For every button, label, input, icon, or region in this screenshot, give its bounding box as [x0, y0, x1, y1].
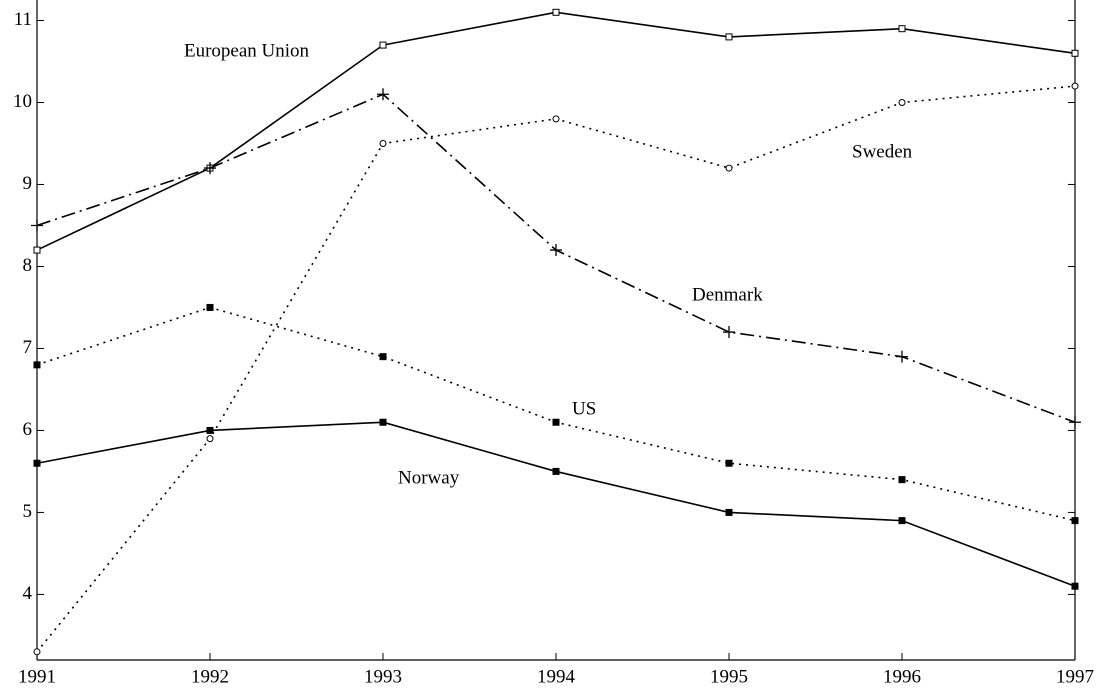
series-line: [36, 421, 1076, 587]
marker: [379, 418, 387, 426]
marker: [377, 88, 389, 101]
marker: [1071, 82, 1079, 90]
marker: [31, 219, 43, 232]
marker: [33, 648, 41, 656]
marker: [898, 476, 906, 484]
marker: [723, 326, 735, 339]
y-tick-label: 9: [23, 173, 33, 194]
x-tick-label: 1992: [191, 666, 229, 687]
marker: [550, 244, 562, 257]
y-tick-label: 10: [13, 91, 32, 112]
marker: [1071, 517, 1079, 525]
series-line: [36, 93, 1076, 423]
x-tick-label: 1996: [883, 666, 921, 687]
y-tick-label: 4: [23, 583, 33, 604]
marker: [33, 459, 41, 467]
marker: [204, 162, 216, 175]
marker: [379, 353, 387, 361]
marker: [206, 426, 214, 434]
marker: [1071, 582, 1079, 590]
x-tick-label: 1997: [1056, 666, 1094, 687]
marker: [725, 459, 733, 467]
x-tick-label: 1993: [364, 666, 402, 687]
marker: [898, 25, 906, 33]
marker: [1069, 416, 1081, 429]
marker: [552, 418, 560, 426]
marker: [552, 8, 560, 16]
marker: [898, 98, 906, 106]
marker: [33, 361, 41, 369]
series-label: Sweden: [852, 141, 913, 162]
x-tick-label: 1994: [537, 666, 576, 687]
marker: [725, 164, 733, 172]
marker: [725, 508, 733, 516]
marker: [552, 467, 560, 475]
x-tick-label: 1995: [710, 666, 748, 687]
series-line: [36, 306, 1076, 522]
y-tick-label: 11: [14, 9, 32, 30]
axis-frame: [36, 0, 1076, 661]
marker: [898, 517, 906, 525]
y-tick-label: 7: [23, 337, 33, 358]
marker: [206, 303, 214, 311]
marker: [379, 139, 387, 147]
marker: [379, 41, 387, 49]
x-tick-label: 1991: [18, 666, 56, 687]
y-tick-label: 6: [23, 419, 33, 440]
marker: [33, 246, 41, 254]
y-tick-label: 5: [23, 501, 33, 522]
series-line: [36, 85, 1076, 653]
marker: [725, 33, 733, 41]
marker: [552, 115, 560, 123]
series-label: US: [572, 398, 596, 419]
y-tick-label: 8: [23, 255, 33, 276]
marker: [206, 435, 214, 443]
marker: [896, 350, 908, 363]
series-label: Denmark: [692, 284, 763, 305]
marker: [1071, 49, 1079, 57]
series-label: European Union: [184, 40, 310, 61]
series-label: Norway: [398, 467, 460, 488]
